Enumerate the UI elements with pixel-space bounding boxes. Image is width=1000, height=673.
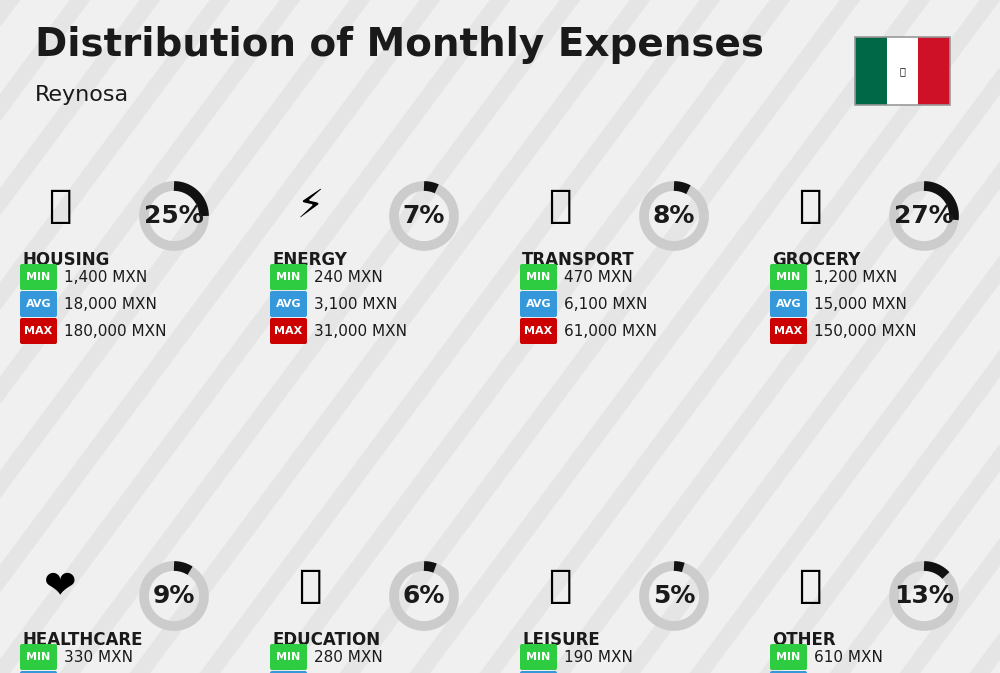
- Text: 610 MXN: 610 MXN: [814, 649, 883, 664]
- Text: 6%: 6%: [403, 584, 445, 608]
- FancyBboxPatch shape: [770, 291, 807, 317]
- Text: 18,000 MXN: 18,000 MXN: [64, 297, 157, 312]
- Text: MIN: MIN: [26, 272, 51, 282]
- Text: MIN: MIN: [26, 652, 51, 662]
- Text: Distribution of Monthly Expenses: Distribution of Monthly Expenses: [35, 26, 764, 64]
- Text: 💰: 💰: [798, 567, 822, 605]
- Text: 330 MXN: 330 MXN: [64, 649, 133, 664]
- Text: HOUSING: HOUSING: [22, 251, 109, 269]
- Text: 6,100 MXN: 6,100 MXN: [564, 297, 647, 312]
- Text: MAX: MAX: [524, 326, 553, 336]
- Text: 1,400 MXN: 1,400 MXN: [64, 269, 147, 285]
- Text: MIN: MIN: [276, 652, 301, 662]
- Text: 5%: 5%: [653, 584, 695, 608]
- FancyBboxPatch shape: [520, 671, 557, 673]
- Text: 31,000 MXN: 31,000 MXN: [314, 324, 407, 339]
- Text: 7%: 7%: [403, 204, 445, 228]
- Text: EDUCATION: EDUCATION: [272, 631, 380, 649]
- Text: AVG: AVG: [276, 299, 301, 309]
- FancyBboxPatch shape: [520, 318, 557, 344]
- Text: AVG: AVG: [526, 299, 551, 309]
- Text: 13%: 13%: [894, 584, 954, 608]
- Text: 1,200 MXN: 1,200 MXN: [814, 269, 897, 285]
- FancyBboxPatch shape: [520, 644, 557, 670]
- Text: 190 MXN: 190 MXN: [564, 649, 633, 664]
- Text: 15,000 MXN: 15,000 MXN: [814, 297, 907, 312]
- Text: 25%: 25%: [144, 204, 204, 228]
- Text: TRANSPORT: TRANSPORT: [522, 251, 635, 269]
- FancyBboxPatch shape: [270, 291, 307, 317]
- Text: MAX: MAX: [24, 326, 53, 336]
- FancyBboxPatch shape: [270, 644, 307, 670]
- FancyBboxPatch shape: [770, 264, 807, 290]
- FancyBboxPatch shape: [20, 644, 57, 670]
- Text: 61,000 MXN: 61,000 MXN: [564, 324, 657, 339]
- FancyBboxPatch shape: [20, 291, 57, 317]
- Text: 240 MXN: 240 MXN: [314, 269, 383, 285]
- Text: 🏢: 🏢: [48, 187, 72, 225]
- FancyBboxPatch shape: [270, 318, 307, 344]
- FancyBboxPatch shape: [770, 644, 807, 670]
- Text: MIN: MIN: [526, 272, 551, 282]
- FancyBboxPatch shape: [770, 318, 807, 344]
- FancyBboxPatch shape: [270, 671, 307, 673]
- Text: 8%: 8%: [653, 204, 695, 228]
- FancyBboxPatch shape: [770, 671, 807, 673]
- FancyBboxPatch shape: [855, 37, 887, 105]
- Text: 150,000 MXN: 150,000 MXN: [814, 324, 916, 339]
- FancyBboxPatch shape: [520, 264, 557, 290]
- Text: MAX: MAX: [774, 326, 803, 336]
- Text: 🛒: 🛒: [798, 187, 822, 225]
- FancyBboxPatch shape: [20, 318, 57, 344]
- Text: 27%: 27%: [894, 204, 954, 228]
- Text: 🚌: 🚌: [548, 187, 572, 225]
- Text: MIN: MIN: [526, 652, 551, 662]
- Text: Reynosa: Reynosa: [35, 85, 129, 105]
- FancyBboxPatch shape: [918, 37, 950, 105]
- Text: 3,100 MXN: 3,100 MXN: [314, 297, 397, 312]
- Text: MIN: MIN: [276, 272, 301, 282]
- Text: MIN: MIN: [776, 652, 801, 662]
- Text: AVG: AVG: [776, 299, 801, 309]
- Text: 🎓: 🎓: [298, 567, 322, 605]
- Text: 9%: 9%: [153, 584, 195, 608]
- Text: HEALTHCARE: HEALTHCARE: [22, 631, 143, 649]
- Text: MAX: MAX: [274, 326, 303, 336]
- Text: MIN: MIN: [776, 272, 801, 282]
- Text: AVG: AVG: [26, 299, 51, 309]
- Text: 470 MXN: 470 MXN: [564, 269, 633, 285]
- Text: ENERGY: ENERGY: [272, 251, 347, 269]
- Text: LEISURE: LEISURE: [522, 631, 600, 649]
- Text: 🛍: 🛍: [548, 567, 572, 605]
- FancyBboxPatch shape: [270, 264, 307, 290]
- FancyBboxPatch shape: [887, 37, 918, 105]
- Text: 🦅: 🦅: [900, 66, 905, 76]
- Text: GROCERY: GROCERY: [772, 251, 860, 269]
- Text: 280 MXN: 280 MXN: [314, 649, 383, 664]
- FancyBboxPatch shape: [20, 671, 57, 673]
- Text: 180,000 MXN: 180,000 MXN: [64, 324, 166, 339]
- Text: ⚡: ⚡: [296, 187, 324, 225]
- Text: ❤: ❤: [44, 567, 76, 605]
- FancyBboxPatch shape: [20, 264, 57, 290]
- FancyBboxPatch shape: [520, 291, 557, 317]
- Text: OTHER: OTHER: [772, 631, 836, 649]
